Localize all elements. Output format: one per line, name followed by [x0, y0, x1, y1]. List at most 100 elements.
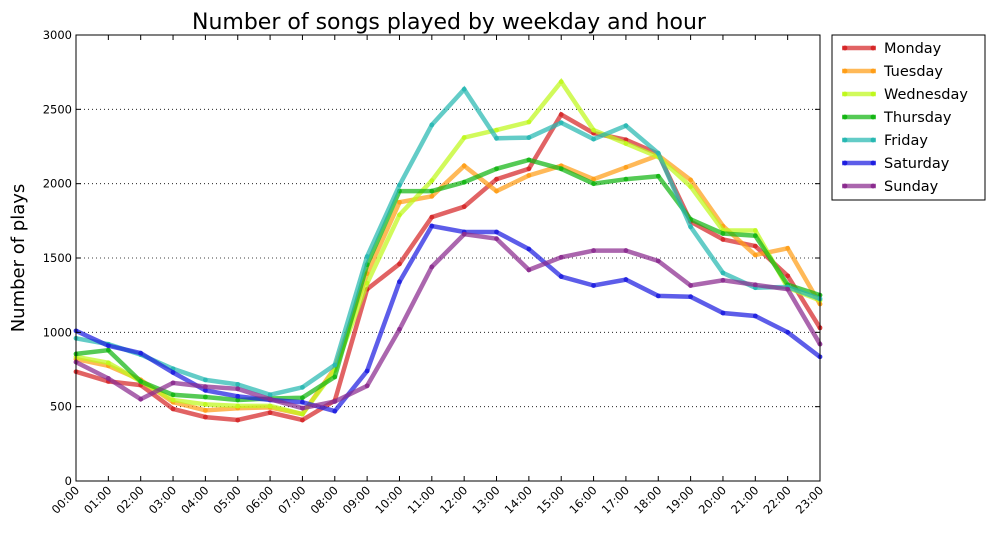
data-point	[494, 189, 499, 194]
data-point	[268, 410, 273, 415]
legend-marker	[843, 46, 848, 51]
data-point	[300, 412, 305, 417]
data-point	[656, 151, 661, 156]
data-point	[429, 265, 434, 270]
data-point	[235, 418, 240, 423]
data-point	[203, 384, 208, 389]
data-point	[429, 189, 434, 194]
x-tick-label: 09:00	[340, 483, 373, 516]
data-point	[462, 232, 467, 237]
data-point	[559, 166, 564, 171]
data-point	[753, 253, 758, 258]
data-point	[721, 278, 726, 283]
legend-marker	[843, 138, 848, 143]
data-point	[526, 166, 531, 171]
x-tick-label: 10:00	[372, 483, 405, 516]
data-point	[753, 228, 758, 233]
x-tick-label: 22:00	[760, 483, 793, 516]
data-point	[721, 311, 726, 316]
y-tick-label: 2000	[43, 177, 72, 191]
data-point	[332, 375, 337, 380]
data-point	[591, 128, 596, 133]
data-point	[753, 244, 758, 249]
x-tick-label: 07:00	[275, 483, 308, 516]
data-point	[526, 267, 531, 272]
data-point	[138, 351, 143, 356]
data-point	[429, 215, 434, 220]
data-point	[203, 395, 208, 400]
y-tick-label: 1000	[43, 325, 72, 339]
data-point	[462, 87, 467, 92]
data-point	[429, 224, 434, 229]
data-point	[591, 181, 596, 186]
legend-label: Monday	[884, 41, 942, 57]
x-tick-label: 18:00	[631, 483, 664, 516]
data-point	[203, 378, 208, 383]
data-point	[332, 409, 337, 414]
x-tick-label: 12:00	[437, 483, 470, 516]
legend-marker	[871, 184, 876, 189]
data-point	[688, 178, 693, 183]
data-point	[397, 212, 402, 217]
x-tick-label: 11:00	[405, 483, 438, 516]
data-point	[494, 236, 499, 241]
legend-marker	[871, 161, 876, 166]
data-point	[365, 281, 370, 286]
data-point	[397, 183, 402, 188]
data-point	[332, 363, 337, 368]
series-layer	[74, 79, 823, 422]
data-point	[494, 177, 499, 182]
data-point	[785, 246, 790, 251]
data-point	[656, 174, 661, 179]
data-point	[106, 343, 111, 348]
x-tick-label: 15:00	[534, 483, 567, 516]
data-point	[268, 404, 273, 409]
data-point	[688, 184, 693, 189]
data-point	[300, 418, 305, 423]
legend: MondayTuesdayWednesdayThursdayFridaySatu…	[832, 35, 985, 200]
data-point	[171, 392, 176, 397]
data-point	[721, 237, 726, 242]
x-tick-label: 19:00	[663, 483, 696, 516]
data-point	[429, 123, 434, 128]
data-point	[753, 314, 758, 319]
y-tick-label: 500	[50, 400, 72, 414]
data-point	[106, 348, 111, 353]
legend-marker	[843, 69, 848, 74]
data-point	[462, 163, 467, 168]
data-point	[591, 248, 596, 253]
y-tick-label: 2500	[43, 102, 72, 116]
data-point	[397, 200, 402, 205]
legend-marker	[843, 115, 848, 120]
data-point	[365, 369, 370, 374]
x-tick-label: 00:00	[49, 483, 82, 516]
chart-title: Number of songs played by weekday and ho…	[192, 10, 707, 35]
series-thursday	[74, 157, 823, 402]
data-point	[397, 262, 402, 267]
x-tick-label: 16:00	[566, 483, 599, 516]
legend-marker	[871, 115, 876, 120]
data-point	[785, 273, 790, 278]
series-sunday	[74, 232, 823, 411]
data-point	[559, 112, 564, 117]
data-point	[785, 287, 790, 292]
data-point	[624, 123, 629, 128]
series-line	[76, 160, 820, 400]
x-tick-label: 14:00	[502, 483, 535, 516]
data-point	[624, 277, 629, 282]
y-axis-label: Number of plays	[8, 184, 29, 333]
data-point	[429, 194, 434, 199]
data-point	[494, 166, 499, 171]
data-point	[624, 248, 629, 253]
legend-label: Wednesday	[884, 87, 968, 103]
series-line	[76, 89, 820, 395]
data-point	[721, 231, 726, 236]
data-point	[235, 404, 240, 409]
legend-marker	[871, 92, 876, 97]
grid-lines	[76, 109, 820, 406]
data-point	[106, 360, 111, 365]
data-point	[235, 386, 240, 391]
data-point	[235, 394, 240, 399]
legend-label: Friday	[884, 133, 928, 149]
y-tick-label: 3000	[43, 28, 72, 42]
